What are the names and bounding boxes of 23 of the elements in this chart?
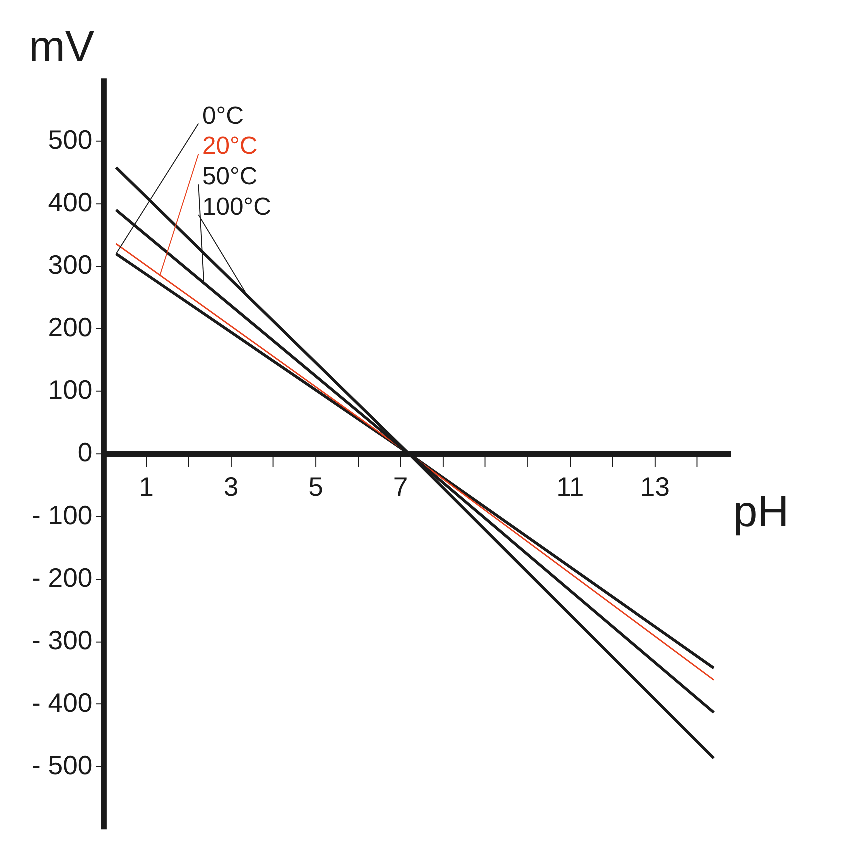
text: 0°C	[202, 102, 244, 130]
y-tick-label: - 400	[32, 688, 93, 718]
y-tick-label: - 100	[32, 500, 93, 530]
text: 50°C	[202, 164, 258, 191]
series-label: 100°C	[202, 194, 272, 222]
y-tick-label: 400	[48, 187, 93, 218]
x-tick-label: 1	[139, 472, 154, 502]
y-tick-label: - 300	[32, 625, 93, 656]
x-tick-label: 3	[224, 472, 239, 502]
y-tick-label: 300	[48, 250, 93, 280]
y-tick-label: 200	[48, 312, 93, 343]
x-tick-label: 7	[393, 472, 408, 502]
x-tick-label: 13	[640, 472, 670, 502]
y-tick-label: - 200	[32, 562, 93, 593]
text: 20°C	[202, 133, 258, 160]
y-tick-label: - 500	[32, 750, 93, 781]
y-tick-label: 100	[48, 375, 93, 406]
x-tick-label: 11	[556, 472, 584, 502]
y-axis-title: mV	[29, 22, 95, 72]
y-tick-label: 0	[78, 438, 93, 468]
y-tick-label: 500	[48, 124, 93, 155]
x-axis-title: pH	[733, 487, 790, 536]
x-tick-label: 5	[308, 472, 324, 502]
